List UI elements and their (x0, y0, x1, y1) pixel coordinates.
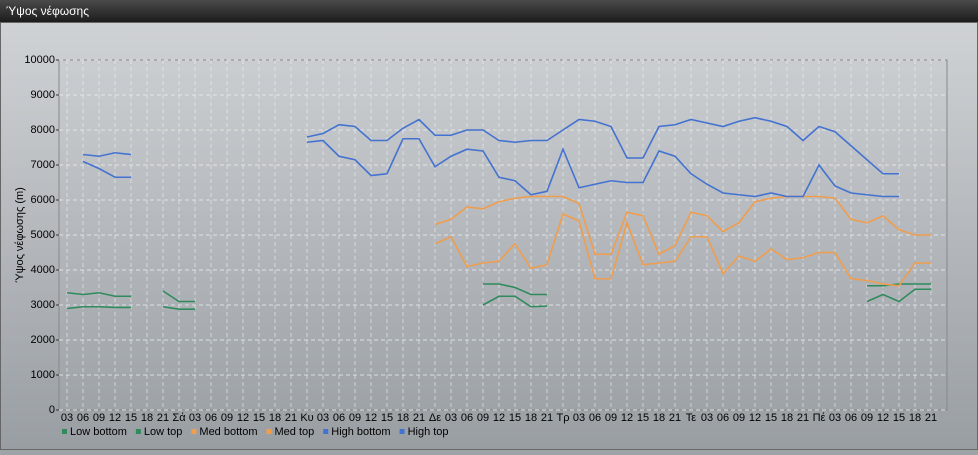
y-tick-label: 8000 (31, 124, 55, 136)
x-tick-label: Κυ (300, 412, 313, 424)
x-tick-label: 06 (333, 412, 345, 424)
x-tick-label: 12 (621, 412, 633, 424)
legend-marker (323, 429, 329, 434)
legend-label: Low top (144, 426, 183, 438)
x-tick-label: 03 (829, 412, 841, 424)
x-tick-label: 03 (317, 412, 329, 424)
x-tick-label: 18 (269, 412, 281, 424)
x-tick-label: 21 (669, 412, 681, 424)
y-axis-label: Ύψος νέφωσης (m) (14, 187, 26, 283)
legend-label: High bottom (331, 426, 390, 438)
series-line (82, 160, 131, 179)
x-tick-label: 18 (141, 412, 153, 424)
x-tick-label: 21 (541, 412, 553, 424)
x-tick-label: 03 (61, 412, 73, 424)
x-tick-label: 15 (381, 412, 393, 424)
x-tick-label: 12 (877, 412, 889, 424)
x-tick-label: 12 (493, 412, 505, 424)
series-line (66, 291, 131, 298)
series-line (434, 212, 931, 287)
x-tick-label: 12 (109, 412, 121, 424)
series-line (866, 288, 931, 303)
window-title: Ύψος νέφωσης (6, 4, 89, 18)
x-tick-label: 18 (397, 412, 409, 424)
x-tick-label: 18 (909, 412, 921, 424)
series-line (162, 305, 195, 311)
x-tick-label: 06 (205, 412, 217, 424)
legend-marker (399, 429, 405, 434)
x-tick-label: 18 (781, 412, 793, 424)
x-tick-label: 06 (717, 412, 729, 424)
legend-marker (191, 429, 197, 434)
x-tick-label: 09 (861, 412, 873, 424)
y-tick-label: 3000 (31, 299, 55, 311)
x-tick-label: 09 (605, 412, 617, 424)
x-tick-label: Τρ (557, 412, 570, 424)
x-tick-label: 09 (349, 412, 361, 424)
x-tick-label: 06 (77, 412, 89, 424)
x-tick-label: Δε (429, 412, 441, 424)
x-tick-label: 06 (845, 412, 857, 424)
x-tick-label: 06 (589, 412, 601, 424)
legend-marker (135, 429, 141, 434)
legend-label: Med top (275, 426, 315, 438)
x-tick-label: 09 (221, 412, 233, 424)
x-tick-label: 15 (765, 412, 777, 424)
x-tick-label: 12 (365, 412, 377, 424)
series-line (434, 195, 931, 256)
y-tick-label: 0 (49, 404, 55, 416)
series-line (162, 290, 195, 303)
series-line (306, 116, 899, 175)
y-tick-label: 1000 (31, 369, 55, 381)
x-tick-label: 18 (653, 412, 665, 424)
y-tick-label: 10000 (24, 54, 55, 66)
x-tick-label: 21 (285, 412, 297, 424)
x-tick-label: Σά (172, 412, 186, 424)
series-line (867, 283, 931, 287)
y-tick-label: 5000 (31, 229, 55, 241)
x-tick-label: 21 (925, 412, 937, 424)
series-line (483, 283, 547, 296)
x-tick-label: Τε (686, 412, 697, 424)
x-tick-label: 15 (125, 412, 137, 424)
x-tick-label: 15 (893, 412, 905, 424)
x-tick-label: 09 (733, 412, 745, 424)
legend-marker (266, 429, 272, 434)
series-line (82, 151, 132, 158)
legend-label: Med bottom (199, 426, 257, 438)
x-tick-label: 03 (573, 412, 585, 424)
x-tick-label: 21 (157, 412, 169, 424)
x-tick-label: 03 (189, 412, 201, 424)
x-tick-label: 15 (637, 412, 649, 424)
x-tick-label: Πέ (813, 412, 826, 424)
y-tick-label: 4000 (31, 264, 55, 276)
x-tick-label: 03 (701, 412, 713, 424)
y-tick-label: 2000 (31, 334, 55, 346)
y-tick-label: 6000 (31, 194, 55, 206)
y-tick-label: 7000 (31, 159, 55, 171)
x-tick-label: 06 (461, 412, 473, 424)
title-bar (0, 0, 978, 22)
chart-background (0, 22, 978, 450)
x-tick-label: 03 (445, 412, 457, 424)
x-tick-label: 21 (413, 412, 425, 424)
x-tick-label: 09 (93, 412, 105, 424)
y-tick-label: 9000 (31, 89, 55, 101)
x-tick-label: 21 (797, 412, 809, 424)
legend-label: High top (408, 426, 449, 438)
x-tick-label: 09 (477, 412, 489, 424)
series-line (66, 305, 131, 310)
x-tick-label: 12 (749, 412, 761, 424)
series-line (482, 295, 548, 308)
legend-label: Low bottom (70, 426, 127, 438)
series-line (306, 137, 899, 198)
x-tick-label: 12 (237, 412, 249, 424)
x-tick-label: 15 (253, 412, 265, 424)
legend-marker (62, 429, 67, 434)
x-tick-label: 15 (509, 412, 521, 424)
x-tick-label: 18 (525, 412, 537, 424)
